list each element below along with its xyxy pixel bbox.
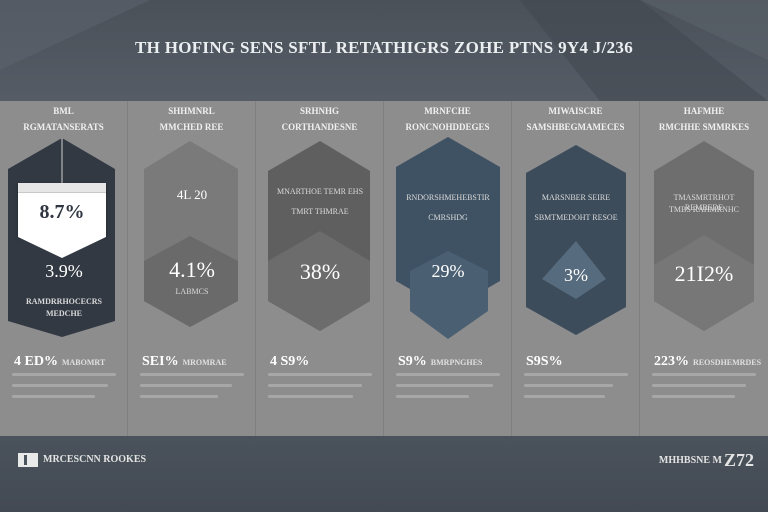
column-1-value: 8.7%: [39, 201, 85, 223]
column-6-value: 21I2%: [674, 261, 734, 286]
column-2-stat-label: MROMRAE: [182, 358, 227, 367]
column-5-description: [524, 373, 628, 406]
footer-brand: MRCESCNN ROOKES: [43, 454, 147, 465]
column-4-value: 29%: [431, 261, 465, 281]
column-5-note-2: SBMTMEDOHT RESOE: [534, 213, 618, 222]
column-1-note: RAMDRRHOCECRS: [26, 297, 102, 306]
column-2-label: SHHMNRL: [168, 106, 215, 116]
column-4-note-2: CMRSHDG: [428, 213, 468, 222]
column-6-description: [652, 373, 756, 406]
column-6-label: HAFMHE: [683, 106, 725, 116]
column-3-hexagon: [268, 141, 370, 331]
footer-right: MHHBSNE M Z72: [659, 450, 754, 471]
column-6-stat: 223% REOSDHEMRDES: [654, 354, 761, 370]
column-1-secondary-value: 3.9%: [45, 261, 83, 281]
column-2-sublabel: MMCHED REE: [159, 122, 224, 132]
column-5-hexagon: [526, 145, 626, 335]
column-2-hexagon: [144, 141, 238, 327]
column-1-card-pointer: [18, 237, 106, 258]
column-1-value-card: 8.7%: [18, 183, 106, 237]
column-5-stat: S9S%: [526, 354, 567, 370]
column-5-sublabel: SAMSHBEGMAMECES: [526, 122, 625, 132]
column-5-label: MIWAISCRE: [548, 106, 603, 116]
column-4-hexagon: [396, 137, 500, 339]
column-6-sublabel: RMCHHE SMMRKES: [658, 122, 750, 132]
column-1: BML RGMATANSERATS 8.7% 3.9% RAMDRRHOCECR…: [0, 101, 128, 436]
column-1-note-2: MEDCHE: [46, 309, 82, 318]
column-4-stat-label: BMRPNGHES: [430, 358, 483, 367]
column-3-description: [268, 373, 372, 406]
column-3-value: 38%: [299, 259, 341, 284]
column-5: MIWAISCRE SAMSHBEGMAMECES MARSNBER SEIRE…: [512, 101, 640, 436]
column-6-note: TMASMRTRHOT REMBEDE: [673, 193, 735, 212]
column-1-stat: 4 ED% MABOMRT: [14, 354, 105, 370]
footer-right-label: MHHBSNE M: [658, 455, 722, 466]
column-6-hexagon: [654, 141, 754, 331]
column-4-stat-value: S9%: [398, 354, 427, 369]
column-5-stat-value: S9S%: [526, 354, 563, 369]
column-2-secondary-value: 4L 20: [176, 187, 208, 202]
column-2-stat-value: SEI%: [142, 354, 179, 369]
column-2: SHHMNRL MMCHED REE 4L 20 4.1% LABMCS SEI…: [128, 101, 256, 436]
header-decoration: [0, 0, 768, 101]
column-1-card-header: [18, 183, 106, 193]
column-6-stat-value: 223%: [654, 354, 689, 369]
footer-right-mark: Z72: [723, 450, 754, 470]
column-3-label: SRHNHG: [299, 106, 339, 116]
column-3-stat: 4 S9%: [270, 354, 313, 370]
footer-bar: MRCESCNN ROOKES MHHBSNE M Z72: [0, 436, 768, 512]
column-2-stat: SEI% MROMRAE: [142, 354, 227, 370]
column-4-description: [396, 373, 500, 406]
column-2-note: LABMCS: [175, 287, 209, 296]
header-banner: TH HOFING SENS SFTL RETATHIGRS ZOHE PTNS…: [0, 0, 768, 101]
column-1-label: BML: [53, 106, 74, 116]
column-4-label: MRNFCHE: [424, 106, 471, 116]
column-3-note-2: TMRT THMRAE: [291, 207, 349, 216]
column-4-sublabel: RONCNOHDDEGES: [405, 122, 490, 132]
columns-area: BML RGMATANSERATS 8.7% 3.9% RAMDRRHOCECR…: [0, 101, 768, 436]
column-4-note: RNDORSHMEHEBSTIR: [406, 193, 490, 202]
column-5-note: MARSNBER SEIRE: [541, 193, 611, 202]
column-6-note-2: TMBS RAHMRNHC: [668, 205, 739, 214]
column-3-note: MNARTHOE TEMR EHS: [276, 187, 364, 196]
column-5-value: 3%: [564, 265, 588, 285]
page-title: TH HOFING SENS SFTL RETATHIGRS ZOHE PTNS…: [134, 38, 634, 57]
column-1-stat-label: MABOMRT: [61, 358, 106, 367]
column-4: MRNFCHE RONCNOHDDEGES RNDORSHMEHEBSTIR C…: [384, 101, 512, 436]
column-2-description: [140, 373, 244, 406]
column-3-stat-value: 4 S9%: [270, 354, 310, 369]
column-3-sublabel: CORTHANDESNE: [281, 122, 358, 132]
column-6-stat-label: REOSDHEMRDES: [693, 358, 762, 367]
column-6: HAFMHE RMCHHE SMMRKES TMASMRTRHOT REMBED…: [640, 101, 768, 436]
column-1-sublabel: RGMATANSERATS: [23, 122, 104, 132]
column-1-description: [12, 373, 116, 406]
column-4-stat: S9% BMRPNGHES: [398, 354, 482, 370]
column-1-stat-value: 4 ED%: [14, 354, 58, 369]
column-3: SRHNHG CORTHANDESNE MNARTHOE TEMR EHS TM…: [256, 101, 384, 436]
logo-icon: [18, 453, 38, 467]
column-2-value: 4.1%: [169, 257, 215, 282]
